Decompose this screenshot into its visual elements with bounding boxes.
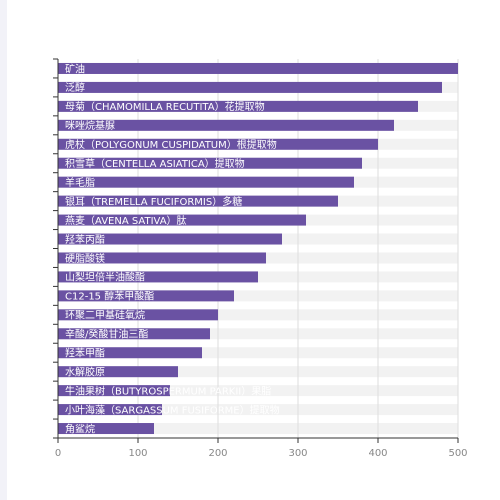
x-tick-label: 300 xyxy=(288,448,307,459)
bar xyxy=(58,214,306,226)
row-bands xyxy=(58,62,458,435)
bar xyxy=(58,309,218,321)
bar xyxy=(58,176,354,188)
row-band xyxy=(58,309,458,321)
bar xyxy=(58,233,282,245)
row-band xyxy=(58,347,458,359)
bar xyxy=(58,423,154,435)
bar xyxy=(58,138,378,150)
bar-label: 角鲨烷 xyxy=(65,422,95,435)
bar xyxy=(58,404,162,416)
bar-label: 咪唑烷基脲 xyxy=(65,119,115,132)
bar-label: 母菊（CHAMOMILLA RECUTITA）花提取物 xyxy=(65,100,265,113)
bar-label: 燕麦（AVENA SATIVA）肽 xyxy=(65,214,187,227)
bar xyxy=(58,328,210,340)
x-tick-label: 200 xyxy=(208,448,227,459)
bar-label: 山梨坦倍半油酸酯 xyxy=(65,271,145,284)
row-band xyxy=(58,404,458,416)
bar xyxy=(58,290,234,302)
bar xyxy=(58,252,266,264)
bars xyxy=(58,62,458,435)
bar-label: 虎杖（POLYGONUM CUSPIDATUM）根提取物 xyxy=(65,138,277,151)
bar xyxy=(58,347,202,359)
bar xyxy=(58,385,170,397)
bar-label: 羟苯甲酯 xyxy=(65,347,105,360)
bar xyxy=(58,271,258,283)
bar xyxy=(58,119,394,131)
bar-label: 小叶海藻（SARGASSUM FUSIFORME）提取物 xyxy=(65,403,280,416)
grid-lines xyxy=(137,59,459,438)
bar xyxy=(58,62,458,74)
left-edge-strip xyxy=(0,0,7,500)
bar xyxy=(58,366,178,378)
bar xyxy=(58,81,442,93)
bar-label: 羟苯丙酯 xyxy=(65,233,105,246)
x-tick-label: 500 xyxy=(448,448,467,459)
bar-label: 泛醇 xyxy=(65,81,85,94)
bar xyxy=(58,100,418,112)
row-band xyxy=(58,385,458,397)
row-band xyxy=(58,328,458,340)
row-band xyxy=(58,366,458,378)
bar-label: 水解胶原 xyxy=(65,365,105,378)
axes xyxy=(53,58,458,439)
bar-label: 矿油 xyxy=(65,62,85,75)
bar-label: 辛酸/癸酸甘油三酯 xyxy=(65,328,148,341)
bar-label: 羊毛脂 xyxy=(65,176,95,189)
bar-label: C12-15 醇苯甲酸酯 xyxy=(65,290,154,303)
x-tick-label: 400 xyxy=(368,448,387,459)
x-tick-label: 0 xyxy=(55,448,61,459)
x-ticks: 0 100 200 300 400 500 xyxy=(55,438,468,459)
bar-label: 银耳（TREMELLA FUCIFORMIS）多糖 xyxy=(65,195,242,208)
bar xyxy=(58,195,338,207)
x-tick-label: 100 xyxy=(128,448,147,459)
bar-label: 牛油果树（BUTYROSPERMUM PARKII）果脂 xyxy=(65,384,271,397)
row-band xyxy=(58,290,458,302)
bar-label: 硬脂酸镁 xyxy=(65,252,105,265)
row-band xyxy=(58,423,458,435)
bar-label: 环聚二甲基硅氧烷 xyxy=(65,309,145,322)
bar-label: 积雪草（CENTELLA ASIATICA）提取物 xyxy=(65,157,245,170)
bar xyxy=(58,157,362,169)
